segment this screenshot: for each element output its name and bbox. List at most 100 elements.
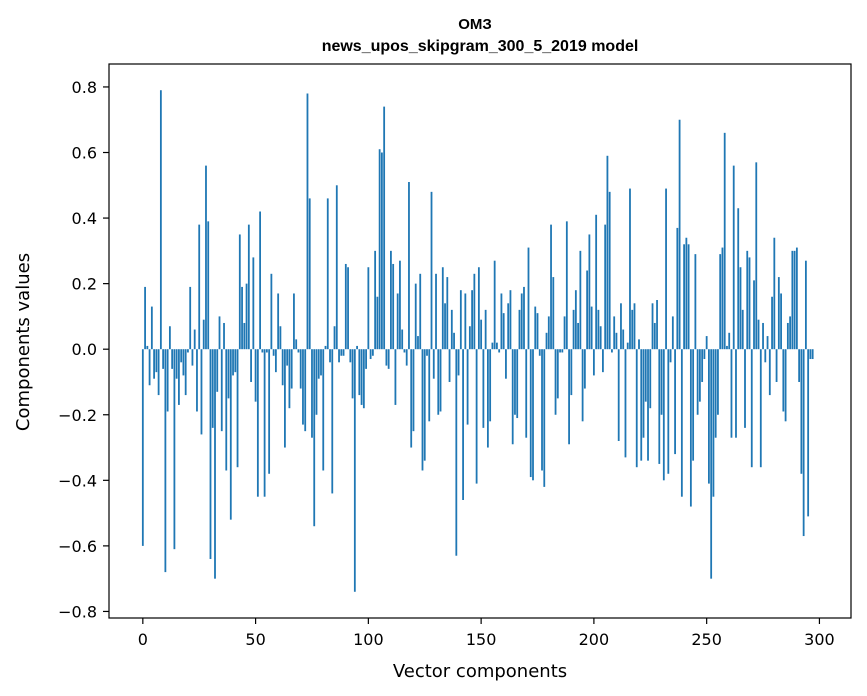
bar-279 (771, 296, 773, 350)
bar-263 (735, 349, 737, 438)
bar-122 (417, 336, 419, 350)
bar-262 (732, 165, 735, 350)
bar-253 (712, 349, 715, 497)
bar-40 (232, 349, 234, 376)
bar-27 (202, 319, 205, 350)
bar-180 (547, 316, 550, 350)
bar-123 (419, 273, 422, 350)
bar-63 (284, 349, 286, 448)
bar-59 (274, 349, 277, 373)
bar-215 (626, 342, 629, 350)
bar-126 (426, 349, 428, 356)
bar-89 (342, 349, 345, 356)
bar-9 (162, 349, 165, 369)
bar-62 (281, 349, 284, 386)
bar-189 (568, 349, 570, 445)
bar-105 (378, 149, 381, 350)
bar-206 (606, 155, 609, 350)
bar-207 (608, 191, 611, 350)
bar-224 (647, 349, 649, 461)
bar-148 (475, 349, 478, 484)
bar-107 (383, 106, 386, 350)
bar-292 (800, 349, 803, 474)
bar-274 (759, 349, 762, 468)
bar-201 (595, 214, 598, 350)
bar-147 (473, 273, 476, 350)
bar-19 (184, 349, 187, 396)
bar-251 (708, 349, 710, 484)
bar-275 (762, 322, 764, 350)
bar-88 (340, 349, 343, 356)
bar-18 (182, 349, 185, 376)
bar-30 (209, 349, 212, 559)
bar-167 (518, 309, 521, 350)
bar-220 (638, 339, 640, 350)
bar-79 (320, 349, 322, 376)
bar-232 (665, 188, 667, 350)
bar-67 (293, 293, 295, 350)
bar-266 (741, 309, 744, 350)
bar-293 (802, 349, 805, 537)
bar-102 (371, 349, 374, 356)
bar-211 (617, 349, 620, 441)
bar-16 (178, 349, 180, 405)
bar-173 (532, 349, 534, 481)
bar-85 (333, 326, 336, 350)
bar-294 (804, 260, 807, 350)
bar-116 (403, 349, 406, 353)
bar-38 (227, 349, 230, 399)
bar-271 (753, 280, 755, 350)
bar-225 (649, 349, 652, 409)
y-tick-label: −0.8 (58, 602, 97, 621)
bar-196 (583, 349, 586, 389)
bar-153 (486, 349, 489, 448)
bar-92 (349, 349, 352, 363)
bar-208 (611, 349, 613, 353)
bar-243 (689, 349, 692, 507)
bar-177 (541, 349, 543, 471)
bar-255 (717, 349, 719, 415)
bar-254 (714, 349, 717, 438)
bar-64 (286, 349, 289, 366)
bar-57 (270, 273, 273, 350)
bar-33 (216, 349, 219, 392)
bar-14 (173, 349, 176, 550)
bar-60 (277, 293, 280, 350)
bar-216 (629, 188, 631, 350)
bar-287 (789, 316, 791, 350)
bar-235 (671, 316, 674, 350)
bar-169 (523, 286, 525, 350)
bar-171 (527, 247, 530, 350)
bar-113 (396, 293, 399, 350)
bar-242 (687, 244, 690, 350)
bar-227 (653, 322, 656, 350)
bar-197 (586, 270, 589, 350)
bar-202 (597, 309, 600, 350)
bar-143 (464, 293, 467, 350)
bar-106 (380, 152, 383, 350)
bar-82 (326, 198, 329, 350)
bar-96 (358, 349, 361, 396)
bar-283 (780, 293, 782, 350)
bar-13 (171, 349, 174, 369)
bar-284 (782, 349, 785, 412)
bar-136 (448, 349, 451, 382)
bar-65 (288, 349, 291, 409)
bar-137 (450, 309, 453, 350)
bar-259 (726, 345, 728, 350)
bar-37 (225, 349, 228, 471)
bar-277 (766, 336, 769, 350)
bar-200 (592, 349, 595, 376)
bar-25 (198, 224, 201, 350)
x-tick-label: 100 (353, 630, 384, 649)
bar-296 (809, 349, 812, 360)
bar-265 (739, 267, 742, 350)
bar-152 (484, 309, 487, 350)
bar-163 (509, 290, 512, 350)
bar-119 (410, 349, 413, 448)
bar-80 (322, 349, 325, 471)
bar-1 (144, 286, 146, 350)
bar-130 (435, 273, 437, 350)
bar-127 (428, 349, 431, 422)
bar-91 (347, 267, 349, 350)
